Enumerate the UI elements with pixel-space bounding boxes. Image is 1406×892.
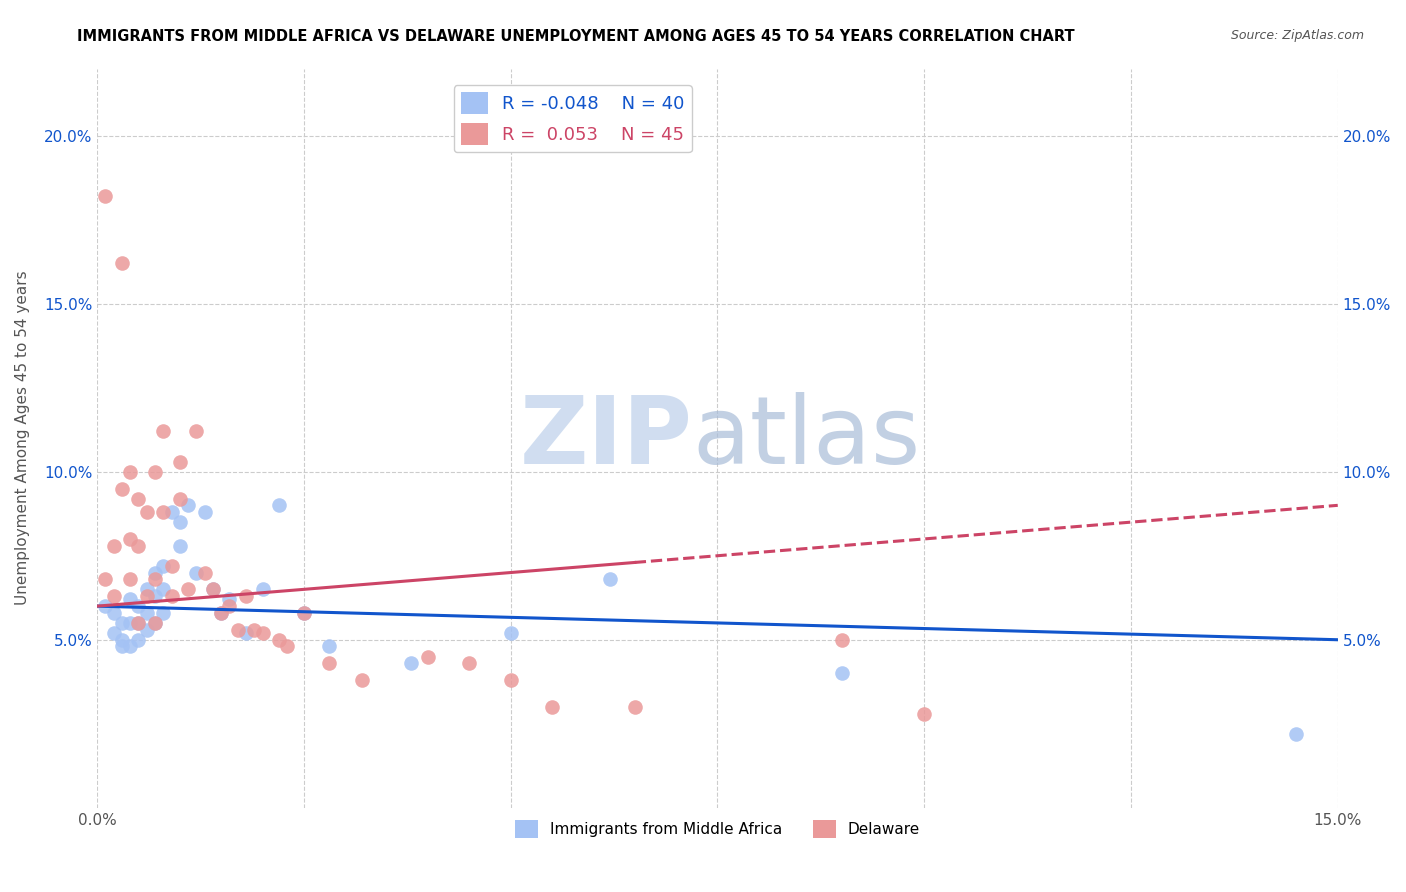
Point bbox=[152, 606, 174, 620]
Point bbox=[143, 566, 166, 580]
Point bbox=[458, 657, 481, 671]
Point bbox=[120, 640, 142, 654]
Point bbox=[267, 499, 290, 513]
Text: ZIP: ZIP bbox=[520, 392, 693, 484]
Point bbox=[226, 623, 249, 637]
Point bbox=[160, 589, 183, 603]
Point bbox=[127, 632, 149, 647]
Point bbox=[169, 515, 191, 529]
Point bbox=[350, 673, 373, 687]
Point bbox=[103, 626, 125, 640]
Y-axis label: Unemployment Among Ages 45 to 54 years: Unemployment Among Ages 45 to 54 years bbox=[15, 271, 30, 606]
Point bbox=[152, 558, 174, 573]
Point bbox=[292, 606, 315, 620]
Point bbox=[177, 499, 200, 513]
Point bbox=[127, 491, 149, 506]
Point bbox=[218, 599, 240, 614]
Point bbox=[235, 589, 257, 603]
Point bbox=[103, 539, 125, 553]
Point bbox=[169, 455, 191, 469]
Point bbox=[177, 582, 200, 597]
Text: atlas: atlas bbox=[693, 392, 921, 484]
Point bbox=[127, 539, 149, 553]
Point bbox=[135, 606, 157, 620]
Point bbox=[252, 582, 274, 597]
Point bbox=[103, 589, 125, 603]
Point bbox=[243, 623, 266, 637]
Point bbox=[401, 657, 423, 671]
Point bbox=[318, 657, 340, 671]
Point bbox=[194, 566, 217, 580]
Point bbox=[209, 606, 232, 620]
Point bbox=[143, 615, 166, 630]
Point bbox=[120, 532, 142, 546]
Point bbox=[152, 582, 174, 597]
Point bbox=[499, 626, 522, 640]
Point bbox=[194, 505, 217, 519]
Point bbox=[120, 615, 142, 630]
Point bbox=[499, 673, 522, 687]
Point bbox=[599, 572, 621, 586]
Point bbox=[120, 572, 142, 586]
Point bbox=[94, 572, 117, 586]
Point bbox=[831, 632, 853, 647]
Point bbox=[143, 465, 166, 479]
Point bbox=[318, 640, 340, 654]
Point bbox=[127, 615, 149, 630]
Point bbox=[143, 572, 166, 586]
Point bbox=[276, 640, 298, 654]
Point bbox=[135, 589, 157, 603]
Point bbox=[1285, 727, 1308, 741]
Point bbox=[152, 425, 174, 439]
Text: Source: ZipAtlas.com: Source: ZipAtlas.com bbox=[1230, 29, 1364, 42]
Point bbox=[541, 700, 564, 714]
Point bbox=[94, 189, 117, 203]
Point bbox=[120, 465, 142, 479]
Point bbox=[292, 606, 315, 620]
Point bbox=[120, 592, 142, 607]
Point bbox=[267, 632, 290, 647]
Point bbox=[111, 632, 134, 647]
Point bbox=[416, 649, 439, 664]
Point bbox=[127, 615, 149, 630]
Point bbox=[218, 592, 240, 607]
Point bbox=[169, 539, 191, 553]
Legend: Immigrants from Middle Africa, Delaware: Immigrants from Middle Africa, Delaware bbox=[509, 814, 927, 845]
Point bbox=[135, 623, 157, 637]
Point bbox=[143, 615, 166, 630]
Point bbox=[111, 640, 134, 654]
Point bbox=[135, 582, 157, 597]
Point bbox=[831, 666, 853, 681]
Point bbox=[127, 599, 149, 614]
Point bbox=[201, 582, 224, 597]
Point bbox=[103, 606, 125, 620]
Point bbox=[201, 582, 224, 597]
Point bbox=[169, 491, 191, 506]
Point bbox=[111, 615, 134, 630]
Point bbox=[186, 425, 208, 439]
Point bbox=[111, 256, 134, 270]
Point bbox=[152, 505, 174, 519]
Point bbox=[209, 606, 232, 620]
Point bbox=[160, 505, 183, 519]
Point bbox=[235, 626, 257, 640]
Point bbox=[160, 558, 183, 573]
Point bbox=[143, 589, 166, 603]
Point bbox=[186, 566, 208, 580]
Point bbox=[252, 626, 274, 640]
Point bbox=[623, 700, 645, 714]
Text: IMMIGRANTS FROM MIDDLE AFRICA VS DELAWARE UNEMPLOYMENT AMONG AGES 45 TO 54 YEARS: IMMIGRANTS FROM MIDDLE AFRICA VS DELAWAR… bbox=[77, 29, 1076, 44]
Point bbox=[135, 505, 157, 519]
Point bbox=[94, 599, 117, 614]
Point bbox=[912, 706, 935, 721]
Point bbox=[111, 482, 134, 496]
